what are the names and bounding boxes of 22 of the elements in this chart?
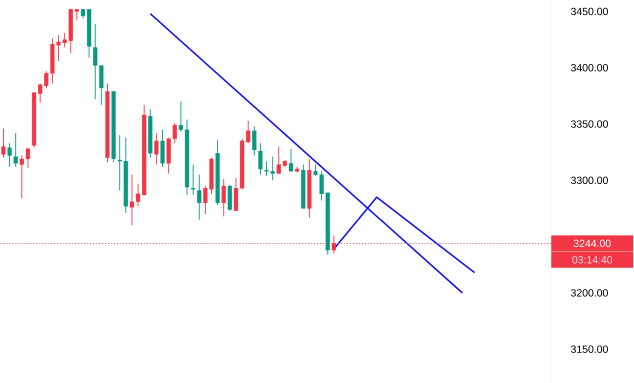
y-tick-label: 3150.00: [570, 345, 608, 353]
candlestick: [234, 178, 238, 212]
candlestick: [258, 142, 263, 176]
candlestick: [197, 174, 202, 220]
ref-line-label: 3244.00: [574, 240, 611, 247]
candlestick: [14, 132, 18, 168]
candlestick: [252, 126, 256, 156]
candlestick: [154, 132, 159, 165]
y-tick-label: 3350.00: [570, 120, 608, 128]
candlestick: [1, 128, 6, 158]
y-tick-label: 3400.00: [570, 64, 608, 72]
candlestick: [130, 174, 134, 226]
y-tick-label: 3450.00: [570, 8, 608, 16]
candlestick: [7, 142, 12, 168]
candlestick: [160, 129, 165, 168]
candlestick: [228, 184, 232, 212]
y-tick-label: 3200.00: [570, 289, 608, 297]
y-tick-label: 3300.00: [570, 176, 608, 184]
candlestick: [288, 148, 294, 172]
candlestick: [191, 164, 196, 196]
candlestick: [222, 178, 226, 217]
text: 03:14:40: [572, 256, 612, 264]
